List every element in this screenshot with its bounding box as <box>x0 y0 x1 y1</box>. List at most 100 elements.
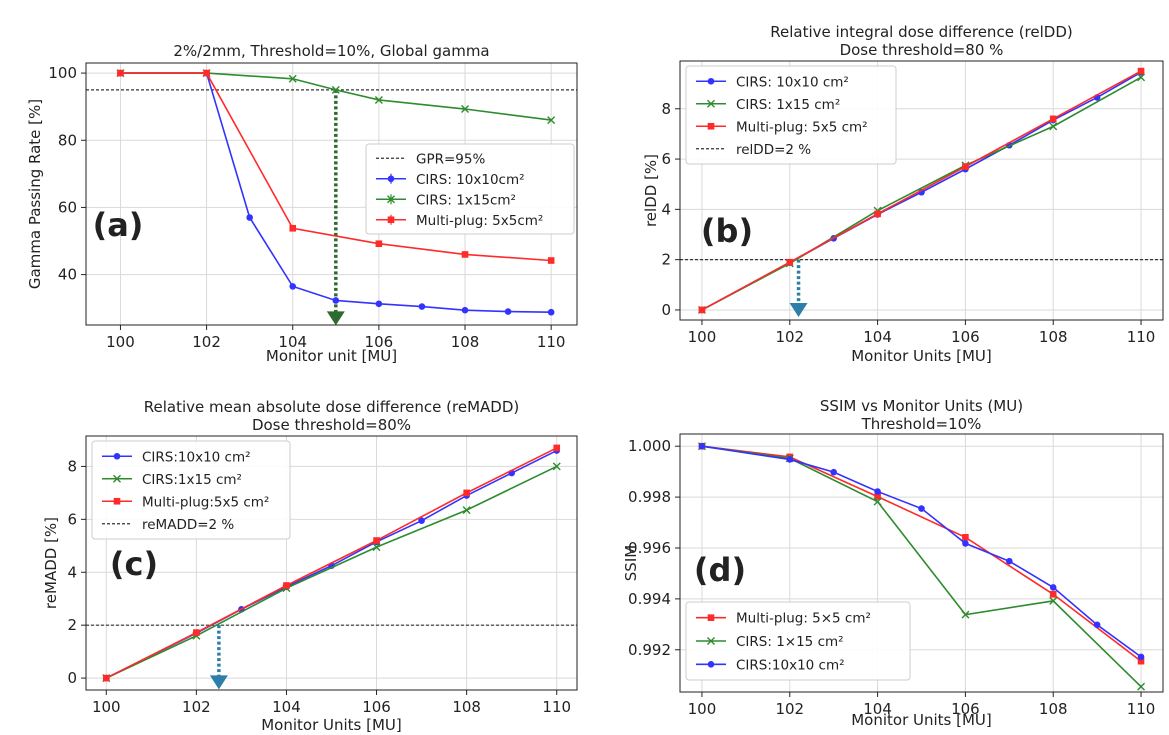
x-tick-label: 102 <box>775 700 804 718</box>
x-tick-label: 110 <box>542 698 571 716</box>
data-point <box>374 95 383 104</box>
y-tick-label: 80 <box>58 131 77 149</box>
series-line <box>105 447 558 679</box>
y-tick-label: 0 <box>67 669 77 687</box>
x-axis-label: Monitor Units [MU] <box>851 347 992 365</box>
data-point <box>461 251 469 258</box>
data-point <box>1049 115 1057 123</box>
x-tick-label: 102 <box>182 698 211 716</box>
y-tick-label: 0 <box>661 301 671 319</box>
chart-subtitle: Dose threshold=80% <box>252 416 411 434</box>
series-line <box>120 72 552 314</box>
data-point <box>203 69 210 77</box>
data-point <box>547 116 556 125</box>
legend-swatch-marker <box>113 452 121 460</box>
x-axis-label: Monitor Units [MU] <box>851 711 992 729</box>
chart-title: Relative mean absolute dose difference (… <box>144 398 519 416</box>
data-point <box>1049 122 1058 131</box>
chart-title: Relative integral dose difference (relDD… <box>770 23 1072 41</box>
legend-label: reMADD=2 % <box>142 517 234 533</box>
x-tick-label: 100 <box>688 328 717 346</box>
legend-label: CIRS: 10x10 cm² <box>736 74 849 90</box>
legend-label: Multi-plug:5x5 cm² <box>142 494 269 510</box>
legend-label: Multi-plug: 5x5 cm² <box>736 119 868 135</box>
data-point <box>1137 682 1146 691</box>
legend-label: GPR=95% <box>416 151 485 167</box>
data-point <box>874 488 881 495</box>
data-point <box>874 493 881 500</box>
chart-panel-2: 100 102 104 106 108 110 0 2 4 6 8 Relative integral… <box>642 23 1164 365</box>
x-tick-label: 100 <box>106 333 135 351</box>
legend-label: CIRS:1x15 cm² <box>142 472 242 488</box>
annotation-arrow-head <box>326 311 345 326</box>
x-tick-label: 100 <box>92 698 121 716</box>
data-point <box>461 105 470 114</box>
plot-frame <box>679 60 1164 321</box>
data-point <box>332 297 340 304</box>
y-tick-label: 0.998 <box>628 488 671 506</box>
x-tick-label: 104 <box>863 700 892 718</box>
chart-subtitle: Threshold=10% <box>861 415 982 433</box>
data-point <box>961 610 970 619</box>
series-line <box>105 465 558 679</box>
data-point <box>1049 590 1057 598</box>
x-tick-label: 104 <box>863 328 892 346</box>
legend-label: Multi-plug: 5x5cm² <box>416 213 543 229</box>
panel-label: (a) <box>93 206 144 244</box>
data-point <box>1093 621 1101 629</box>
y-tick-label: 4 <box>67 563 77 581</box>
legend-swatch-marker <box>387 175 395 183</box>
legend-box <box>365 143 575 235</box>
x-tick-label: 106 <box>951 700 980 718</box>
data-point <box>874 210 881 218</box>
data-point <box>117 69 124 77</box>
y-tick-label: 40 <box>58 266 77 284</box>
data-point <box>786 456 794 463</box>
data-point <box>372 543 381 552</box>
data-point <box>786 258 794 266</box>
series-line <box>701 445 1142 658</box>
x-tick-label: 102 <box>192 333 221 351</box>
legend-swatch-marker <box>707 614 715 621</box>
data-point <box>1049 596 1058 605</box>
chart-subtitle: Dose threshold=80 % <box>840 41 1004 59</box>
legend-label: CIRS: 1x15 cm² <box>736 97 840 113</box>
data-point <box>553 444 561 452</box>
data-point <box>331 85 340 94</box>
y-tick-label: 60 <box>58 198 77 216</box>
series-line <box>701 445 1142 688</box>
y-axis-label: Gamma Passing Rate [%] <box>26 99 44 289</box>
data-point <box>547 257 555 264</box>
data-point <box>283 582 290 589</box>
x-tick-label: 110 <box>537 333 566 351</box>
series-line <box>701 76 1142 311</box>
y-tick-label: 0.996 <box>628 539 671 557</box>
x-tick-label: 102 <box>775 328 804 346</box>
y-tick-label: 1.000 <box>628 437 671 455</box>
legend-label: CIRS: 10x10cm² <box>416 172 525 188</box>
legend-swatch-marker <box>387 216 395 224</box>
data-point <box>830 468 837 476</box>
legend-swatch-marker <box>387 195 395 204</box>
x-tick-label: 108 <box>451 333 480 351</box>
data-point <box>1049 584 1057 591</box>
data-point <box>289 224 297 232</box>
chart-title: 2%/2mm, Threshold=10%, Global gamma <box>173 42 489 60</box>
data-point <box>288 74 297 83</box>
x-tick-label: 106 <box>951 328 980 346</box>
data-point <box>193 629 200 636</box>
data-point <box>1137 657 1145 665</box>
data-point <box>504 308 512 315</box>
y-axis-label: reMADD [%] <box>42 517 60 609</box>
x-tick-label: 100 <box>688 700 717 718</box>
series-line <box>701 445 1142 662</box>
legend-swatch-marker <box>113 474 121 483</box>
data-point <box>418 517 425 524</box>
data-point <box>102 674 110 682</box>
legend-label: CIRS:10x10 cm² <box>142 449 251 465</box>
data-point <box>375 300 383 308</box>
x-tick-label: 108 <box>452 698 481 716</box>
panel-label: (b) <box>701 212 753 250</box>
data-point <box>962 534 969 541</box>
x-tick-label: 108 <box>1039 328 1068 346</box>
